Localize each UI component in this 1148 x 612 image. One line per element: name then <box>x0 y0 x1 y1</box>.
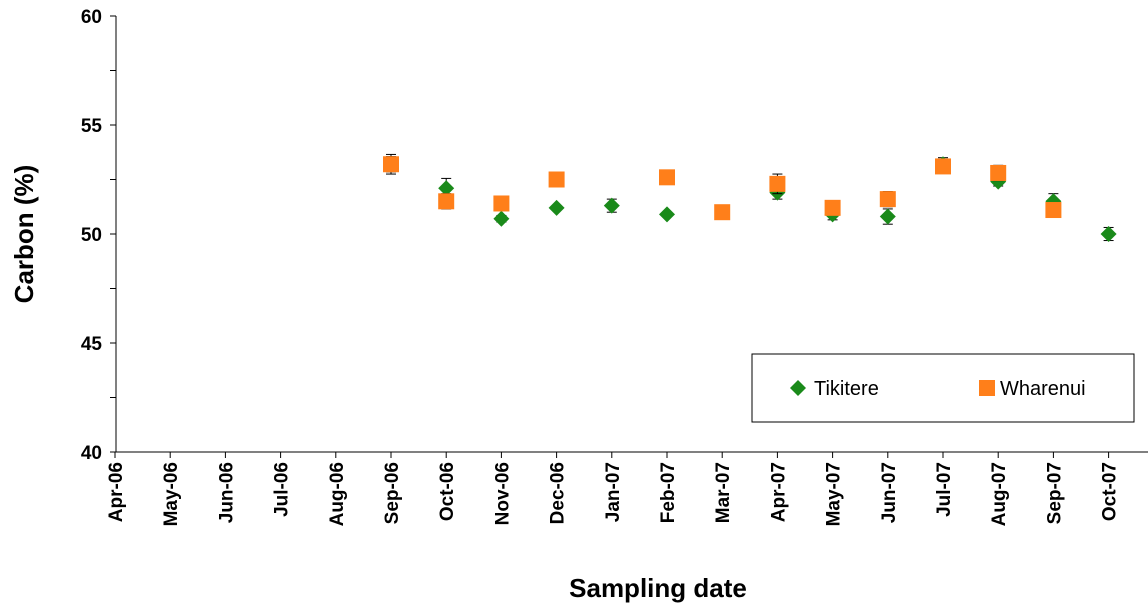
x-tick-label: Jul-07 <box>934 462 955 517</box>
x-tick-label: Aug-06 <box>327 462 348 526</box>
x-tick-label: Apr-06 <box>106 462 127 522</box>
point-wharenui <box>493 195 510 212</box>
point-tikitere <box>659 206 675 223</box>
point-wharenui <box>769 175 786 192</box>
legend-label-tikitere: Tikitere <box>814 378 879 400</box>
legend: Tikitere Wharenui <box>751 353 1135 423</box>
point-wharenui <box>990 164 1007 181</box>
x-tick-label: May-06 <box>161 462 182 526</box>
legend-marker-tikitere <box>790 380 806 396</box>
x-tick-label: Sep-07 <box>1044 462 1065 524</box>
point-tikitere <box>438 180 455 197</box>
x-tick-label: Jun-07 <box>879 462 900 523</box>
point-tikitere <box>1100 226 1117 242</box>
x-tick-label: Mar-07 <box>713 462 734 523</box>
x-tick-label: Apr-07 <box>768 462 789 522</box>
point-wharenui <box>714 204 731 221</box>
point-wharenui <box>659 169 675 186</box>
point-tikitere <box>603 197 620 214</box>
y-tick-label: 50 <box>81 225 102 246</box>
point-tikitere <box>879 208 896 225</box>
x-tick-label: Dec-06 <box>548 462 569 524</box>
point-wharenui <box>1045 202 1062 219</box>
x-tick-label: Jan-07 <box>603 462 624 522</box>
x-tick-label: Oct-07 <box>1100 462 1121 521</box>
x-tick-label: Jun-06 <box>216 462 237 523</box>
point-wharenui <box>383 156 399 173</box>
y-axis-title: Carbon (%) <box>9 165 39 304</box>
point-tikitere <box>548 199 565 216</box>
point-wharenui <box>548 171 565 188</box>
point-wharenui <box>935 158 951 175</box>
legend-label-wharenui: Wharenui <box>1000 378 1086 400</box>
y-tick-label: 40 <box>81 443 102 464</box>
x-tick-label: May-07 <box>824 462 845 526</box>
legend-marker-wharenui <box>979 380 995 396</box>
y-tick-label: 45 <box>81 334 103 355</box>
legend-box <box>751 353 1135 423</box>
x-tick-label: Oct-06 <box>437 462 458 521</box>
x-tick-label: Feb-07 <box>658 462 679 523</box>
point-tikitere <box>493 210 510 227</box>
x-tick-label: Nov-06 <box>492 462 513 525</box>
x-axis-title: Sampling date <box>569 573 747 603</box>
y-tick-label: 60 <box>81 7 102 28</box>
x-tick-label: Aug-07 <box>989 462 1010 526</box>
point-wharenui <box>438 193 455 210</box>
x-tick-label: Jul-06 <box>272 462 293 517</box>
point-wharenui <box>824 199 841 216</box>
y-tick-label: 55 <box>81 116 103 137</box>
point-wharenui <box>879 191 896 208</box>
x-tick-label: Sep-06 <box>382 462 403 524</box>
